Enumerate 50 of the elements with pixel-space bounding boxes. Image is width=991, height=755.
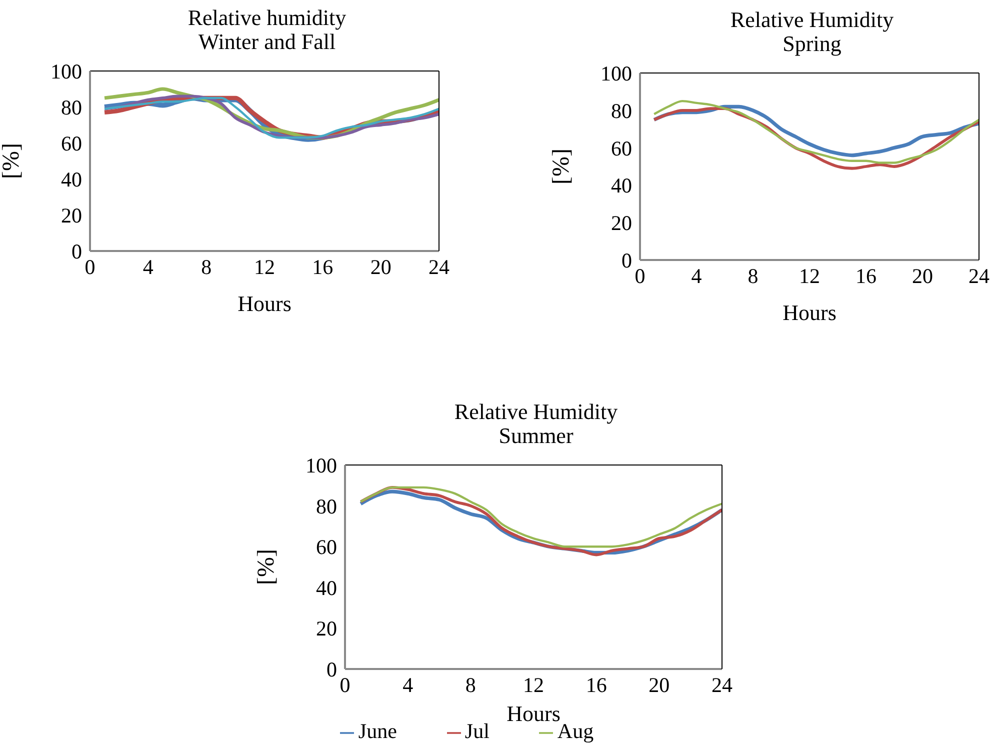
y-tick-label: 60 xyxy=(316,535,337,560)
line-series xyxy=(653,100,979,164)
y-tick-label: 20 xyxy=(316,616,337,641)
x-tick-label: 20 xyxy=(370,254,392,279)
y-tick-label: 80 xyxy=(611,98,632,123)
chart-subtitle: Winter and Fall xyxy=(197,29,336,54)
legend-label: June xyxy=(358,719,397,743)
x-tick-label: 24 xyxy=(428,254,450,279)
y-tick-label: 20 xyxy=(61,203,82,228)
x-tick-label: 12 xyxy=(254,254,275,279)
x-tick-label: 16 xyxy=(586,672,607,697)
y-tick-label: 40 xyxy=(61,167,82,192)
x-tick-label: 12 xyxy=(799,264,820,288)
chart-title: Relative Humidity xyxy=(729,7,895,32)
x-tick-label: 4 xyxy=(402,672,414,697)
y-tick-label: 100 xyxy=(600,61,632,86)
x-axis-title: Hours xyxy=(506,701,560,726)
y-axis-title: [%] xyxy=(254,549,280,585)
x-axis-title: Hours xyxy=(782,300,836,325)
y-tick-label: 0 xyxy=(72,239,82,264)
y-tick-label: 20 xyxy=(611,211,632,236)
y-axis-title: [%] xyxy=(548,148,575,184)
y-tick-label: 80 xyxy=(316,494,337,518)
y-tick-label: 100 xyxy=(50,59,82,84)
x-tick-label: 12 xyxy=(523,672,544,697)
x-tick-label: 20 xyxy=(648,672,670,697)
x-tick-label: 20 xyxy=(912,264,933,288)
x-tick-label: 8 xyxy=(201,254,212,279)
y-tick-label: 100 xyxy=(306,453,337,478)
chart-subtitle: Summer xyxy=(498,423,574,448)
y-tick-label: 0 xyxy=(326,657,337,682)
x-axis-title: Hours xyxy=(238,291,292,316)
chart-title: Relative humidity xyxy=(186,5,348,30)
y-axis-title: [%] xyxy=(0,143,25,179)
x-tick-label: 4 xyxy=(142,254,154,279)
y-tick-label: 60 xyxy=(611,136,632,160)
legend-label: Jul xyxy=(464,719,490,743)
chart-title: Relative Humidity xyxy=(453,399,619,424)
chart-subtitle: Spring xyxy=(782,31,842,56)
y-tick-label: 80 xyxy=(61,95,82,120)
x-tick-label: 8 xyxy=(748,264,758,288)
x-tick-label: 24 xyxy=(712,672,733,697)
y-tick-label: 40 xyxy=(316,576,337,600)
x-tick-label: 24 xyxy=(968,264,990,288)
x-tick-label: 16 xyxy=(312,254,334,279)
x-tick-label: 16 xyxy=(856,264,876,288)
x-tick-label: 4 xyxy=(691,264,702,288)
y-tick-label: 40 xyxy=(611,174,632,198)
x-tick-label: 8 xyxy=(465,672,476,697)
y-tick-label: 60 xyxy=(61,131,82,156)
